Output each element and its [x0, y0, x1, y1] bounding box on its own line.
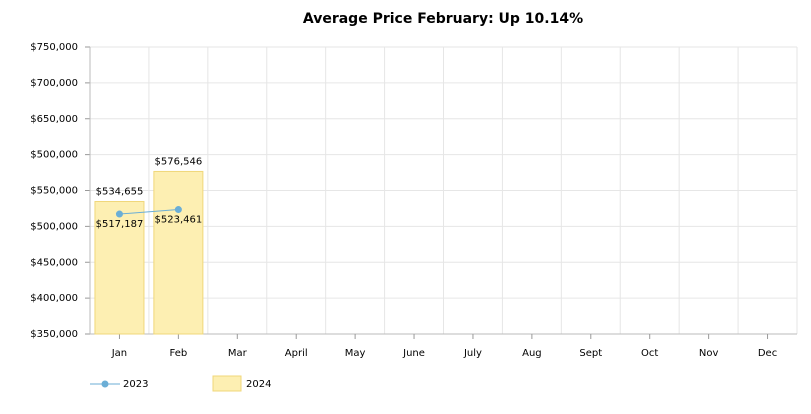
x-tick-label: Aug [522, 348, 542, 359]
y-tick-label: $750,000 [30, 42, 78, 53]
legend-point [101, 380, 109, 388]
y-tick-label: $350,000 [30, 329, 78, 340]
x-tick-label: Sept [579, 348, 602, 359]
x-tick-label: May [345, 348, 366, 359]
x-tick-label: Dec [758, 348, 777, 359]
line [119, 209, 179, 215]
x-tick-label: Oct [641, 348, 658, 359]
data-label: $523,461 [155, 215, 203, 226]
x-tick-label: Mar [228, 348, 248, 359]
bar [94, 201, 145, 335]
y-tick-label: $500,000 [30, 221, 78, 232]
x-tick-label: June [402, 348, 425, 359]
chart-title: Average Price February: Up 10.14% [303, 11, 583, 27]
data-label: $517,187 [96, 219, 144, 230]
legend-label: 2024 [246, 379, 271, 390]
x-tick-label: Feb [170, 348, 188, 359]
legend-swatch [212, 375, 242, 392]
y-tick-label: $500,000 [30, 150, 78, 161]
point [115, 210, 123, 218]
y-tick-label: $450,000 [30, 257, 78, 268]
point [174, 206, 182, 214]
y-tick-label: $650,000 [30, 114, 78, 125]
y-tick-label: $400,000 [30, 293, 78, 304]
y-tick-label: $550,000 [30, 186, 78, 197]
bar [153, 170, 204, 335]
data-label: $534,655 [96, 187, 144, 198]
data-label: $576,546 [155, 156, 203, 167]
y-tick-label: $700,000 [30, 78, 78, 89]
x-tick-label: July [463, 348, 482, 359]
x-tick-label: Nov [699, 348, 719, 359]
x-tick-label: April [285, 348, 308, 359]
x-tick-label: Jan [111, 348, 127, 359]
legend-label: 2023 [123, 379, 148, 390]
